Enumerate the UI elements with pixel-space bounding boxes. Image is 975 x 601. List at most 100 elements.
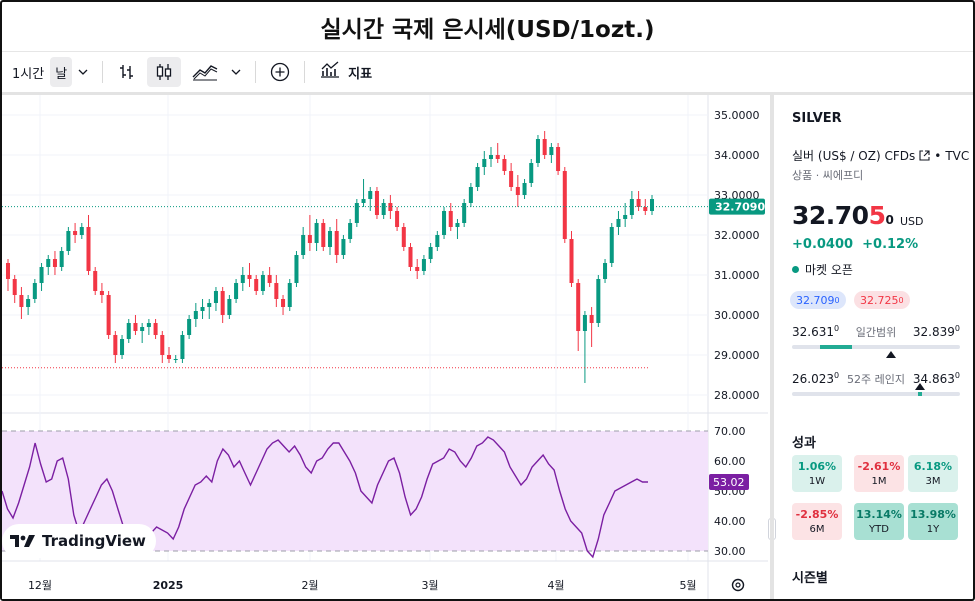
- last-price-sup: 0: [885, 213, 894, 227]
- week52-high: 34.8630: [912, 371, 960, 386]
- rsi-current-label: 53.02: [713, 476, 745, 489]
- bar-chart-style-icon[interactable]: [111, 57, 143, 87]
- rsi-series: [2, 436, 648, 559]
- candle-body: [140, 327, 145, 331]
- performance-cell-ytd[interactable]: 13.14% YTD: [854, 503, 904, 540]
- candle-body: [59, 251, 64, 267]
- candle-body: [395, 211, 400, 227]
- candle-body: [455, 223, 460, 227]
- candle-body: [240, 275, 245, 283]
- candle-body: [428, 247, 433, 259]
- candle-body: [529, 163, 534, 183]
- candle-body: [294, 255, 299, 283]
- candle-body: [260, 275, 265, 291]
- timeframe-button[interactable]: 날: [50, 57, 73, 87]
- candle-body: [623, 215, 628, 219]
- candle-body: [301, 235, 306, 255]
- candle-body: [435, 235, 440, 247]
- performance-cell-3m[interactable]: 6.18% 3M: [908, 455, 958, 492]
- candle-body: [327, 231, 333, 247]
- last-price-badge: [709, 198, 765, 215]
- candle-body: [160, 335, 165, 355]
- exchange-name[interactable]: TVC: [945, 148, 970, 163]
- candle-body: [227, 299, 232, 315]
- interval-label: 1시간: [12, 66, 45, 82]
- candle-body: [582, 315, 587, 331]
- candle-body: [187, 319, 192, 335]
- performance-value: -2.85%: [795, 508, 839, 521]
- candle-body: [334, 231, 339, 255]
- price-tick-label: 30.0000: [714, 309, 760, 322]
- performance-value: 6.18%: [913, 460, 953, 473]
- candle-body: [213, 291, 218, 303]
- time-axis[interactable]: 12월 2025 2월 3월 4월 5월: [2, 560, 768, 592]
- symbol-category: 상품 · 씨에프디: [792, 169, 864, 182]
- candle-body: [596, 279, 601, 323]
- candle-body: [509, 171, 514, 187]
- bid-price-badge[interactable]: 32.709 0: [790, 291, 846, 309]
- bid-sup: 0: [834, 295, 840, 305]
- candle-body: [408, 247, 413, 267]
- candle-body: [99, 291, 104, 295]
- market-status-label: 마켓 오픈: [805, 263, 853, 277]
- candle-body: [120, 339, 125, 355]
- week52-range-label: 52주 레인지: [847, 373, 905, 386]
- last-price-label: 32.7090: [715, 201, 765, 214]
- candle-body: [146, 323, 151, 327]
- candle-body: [106, 295, 111, 335]
- performance-cell-1m[interactable]: -2.61% 1M: [854, 455, 904, 492]
- candle-body: [173, 359, 178, 360]
- performance-period: 1M: [871, 476, 887, 487]
- time-tick-label: 3월: [421, 579, 438, 592]
- candle-body: [368, 191, 373, 199]
- indicators-button[interactable]: 지표: [313, 57, 378, 87]
- day-high: 32.8390: [912, 324, 960, 339]
- price-axis[interactable]: 35.000034.000033.000032.000031.000030.00…: [709, 109, 765, 558]
- tradingview-logo[interactable]: TradingView: [2, 524, 156, 558]
- rsi-tick-label: 60.00: [714, 455, 746, 468]
- performance-value: 1.06%: [797, 460, 837, 473]
- ask-sup: 0: [898, 295, 904, 305]
- chart-toolbar: 1시간 날 지표: [2, 53, 973, 91]
- candle-body: [234, 283, 239, 299]
- candle-body: [502, 159, 507, 171]
- candle-body: [442, 211, 447, 235]
- candle-chart-style-icon[interactable]: [147, 57, 182, 87]
- candle-body: [361, 199, 366, 203]
- ask-price-badge[interactable]: 32.725 0: [854, 291, 910, 309]
- performance-cell-1w[interactable]: 1.06% 1W: [792, 455, 842, 492]
- candle-body: [193, 311, 198, 319]
- day-range-bar: [792, 345, 960, 349]
- performance-value: 13.98%: [910, 508, 956, 521]
- external-link-icon[interactable]: [919, 150, 930, 161]
- symbol-ticker[interactable]: SILVER: [792, 111, 842, 126]
- price-tick-label: 29.0000: [714, 349, 760, 362]
- performance-cell-1y[interactable]: 13.98% 1Y: [908, 503, 958, 540]
- performance-cell-6m[interactable]: -2.85% 6M: [792, 503, 842, 540]
- price-tick-label: 35.0000: [714, 109, 760, 122]
- timeframe-chevron-down-icon[interactable]: [72, 57, 94, 87]
- rsi-current-badge: [709, 473, 749, 490]
- time-tick-label: 2월: [301, 579, 318, 592]
- candlestick-series: [2, 131, 708, 383]
- candle-body: [287, 283, 292, 307]
- candle-body: [515, 187, 520, 195]
- candle-body: [19, 295, 24, 307]
- interval-button[interactable]: 1시간: [6, 57, 50, 87]
- area-chart-style-icon[interactable]: [185, 57, 225, 87]
- day-low: 32.6310: [792, 324, 840, 339]
- candle-body: [542, 139, 547, 155]
- toolbar-separator: [304, 61, 306, 83]
- compare-plus-icon[interactable]: [264, 57, 296, 87]
- rsi-tick-label: 30.00: [714, 545, 746, 558]
- candle-body: [576, 283, 581, 331]
- chart-style-chevron-down-icon[interactable]: [225, 57, 247, 87]
- day-range-label: 일간범위: [855, 326, 897, 339]
- candle-body: [166, 355, 172, 359]
- performance-period: 6M: [809, 524, 825, 535]
- candle-body: [321, 223, 326, 247]
- chart-settings-gear-icon[interactable]: [731, 578, 745, 592]
- candle-body: [153, 323, 158, 335]
- indicators-label: 지표: [348, 66, 373, 82]
